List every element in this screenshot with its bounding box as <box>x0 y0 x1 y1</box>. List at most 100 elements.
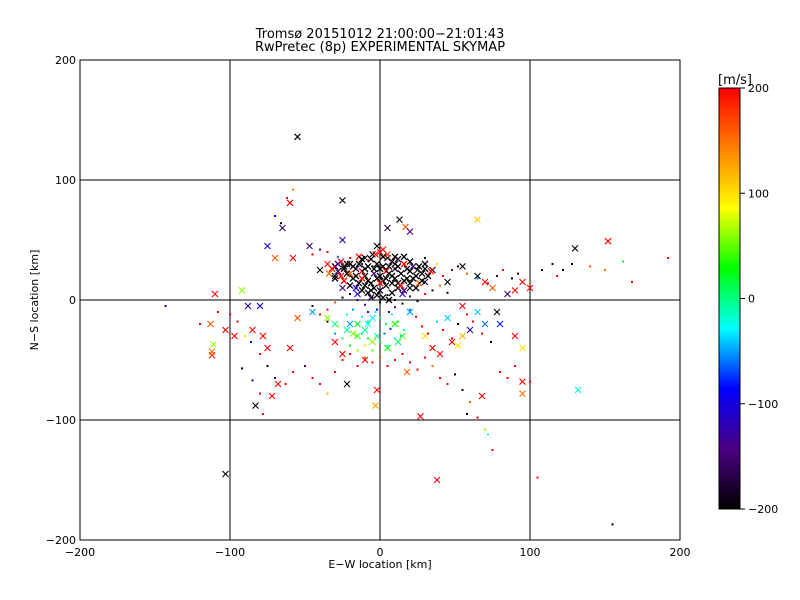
data-point-dot <box>259 392 261 395</box>
data-point-dot <box>476 277 479 280</box>
x-axis-label: E−W location [km] <box>328 558 431 571</box>
data-point-cluster <box>385 262 393 270</box>
data-point-dot <box>403 329 405 331</box>
data-point-dot <box>241 367 243 370</box>
data-point-dot <box>244 335 246 337</box>
data-point-cluster <box>334 267 342 275</box>
data-point-dot <box>514 365 516 367</box>
data-point-cluster <box>403 265 411 273</box>
data-point-x <box>444 278 451 286</box>
data-point-x <box>574 386 582 394</box>
data-point-cluster <box>421 260 429 268</box>
data-point-x <box>339 284 346 292</box>
data-point-x <box>289 254 297 262</box>
data-point-dot <box>541 269 543 271</box>
data-point-x <box>519 278 526 286</box>
data-point-dot <box>284 383 287 385</box>
data-point-dot <box>391 313 393 316</box>
data-point-dot <box>367 337 369 340</box>
data-point-dot <box>394 337 396 340</box>
data-point-dot <box>364 303 366 306</box>
x-tick-label: −100 <box>215 546 245 559</box>
data-point-x <box>466 326 474 334</box>
data-point-cluster <box>376 279 384 287</box>
data-point-x <box>373 332 381 340</box>
data-point-cluster <box>340 277 348 285</box>
data-point-cluster <box>391 274 399 282</box>
data-point-x <box>571 245 579 252</box>
data-point-x <box>373 386 381 394</box>
data-point-x <box>279 224 286 232</box>
data-point-dot <box>409 308 411 311</box>
data-point-dot <box>326 320 329 323</box>
data-point-dot <box>292 188 294 191</box>
data-point-x <box>454 342 462 349</box>
data-point-dot <box>439 377 441 379</box>
data-point-x <box>504 290 511 298</box>
data-point-dot <box>499 371 501 373</box>
data-point-x <box>256 302 264 310</box>
data-point-x <box>244 302 252 310</box>
data-point-dot <box>319 383 321 385</box>
data-point-x <box>361 356 369 364</box>
data-point-dot <box>374 311 377 313</box>
data-point-dot <box>517 272 519 275</box>
data-point-dot <box>431 289 434 292</box>
data-point-x <box>207 320 214 328</box>
data-point-cluster <box>385 270 393 278</box>
data-point-dot <box>490 341 492 343</box>
data-point-x <box>399 290 406 298</box>
data-point-cluster <box>388 289 396 297</box>
data-point-x <box>208 351 216 359</box>
data-point-x <box>286 199 294 207</box>
data-point-dot <box>424 356 426 359</box>
data-point-x <box>396 216 403 223</box>
data-point-dot <box>476 416 479 419</box>
data-point-dot <box>334 332 336 335</box>
data-point-cluster <box>352 284 360 292</box>
x-tick-label: 200 <box>670 546 691 559</box>
data-point-x <box>459 302 466 310</box>
data-point-x <box>210 341 217 348</box>
data-point-dot <box>416 300 419 303</box>
data-point-x <box>519 390 526 397</box>
data-point-dot <box>292 371 294 373</box>
data-point-dot <box>442 275 444 277</box>
data-point-dot <box>511 277 513 280</box>
data-point-dot <box>556 275 558 277</box>
data-point-cluster <box>382 274 390 282</box>
data-point-dot <box>446 383 449 385</box>
data-point-x <box>511 332 519 340</box>
y-tick-label: 100 <box>55 174 76 187</box>
data-point-dot <box>367 311 369 313</box>
data-point-x <box>231 332 238 340</box>
data-point-dot <box>409 361 411 364</box>
data-point-dot <box>356 299 359 301</box>
data-point-dot <box>409 295 411 298</box>
data-point-dot <box>326 251 329 253</box>
data-point-cluster <box>427 267 435 275</box>
data-point-dot <box>274 215 276 217</box>
y-tick-label: 0 <box>69 294 76 307</box>
data-points <box>164 133 669 526</box>
data-point-cluster <box>340 262 348 270</box>
y-tick-label: −100 <box>46 414 76 427</box>
data-point-dot <box>379 317 381 319</box>
data-point-x <box>369 338 376 346</box>
data-point-cluster <box>355 279 363 287</box>
data-point-x <box>271 254 279 262</box>
x-tick-label: −200 <box>65 546 95 559</box>
data-point-x <box>493 308 501 316</box>
data-point-x <box>306 242 313 250</box>
data-point-x <box>238 287 246 294</box>
data-point-x <box>264 242 271 250</box>
data-point-cluster <box>388 258 396 266</box>
data-point-x <box>372 402 379 409</box>
data-point-x <box>481 320 489 328</box>
data-point-dot <box>427 332 429 335</box>
data-point-x <box>478 392 486 400</box>
data-point-dot <box>337 325 339 328</box>
data-point-x <box>294 314 301 322</box>
data-point-x <box>448 338 456 346</box>
data-point-dot <box>442 329 444 331</box>
